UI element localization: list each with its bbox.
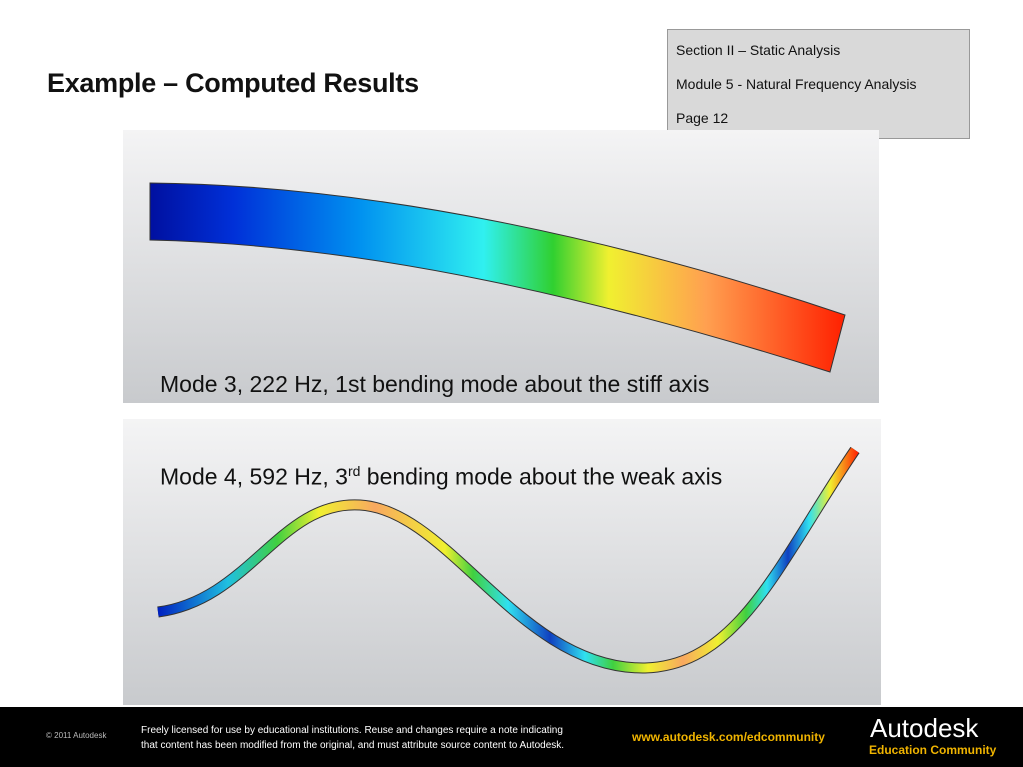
caption-text: Mode 4, 592 Hz, 3 [160,463,348,490]
mode-3-panel: Mode 3, 222 Hz, 1st bending mode about t… [123,130,879,403]
slide-title: Example – Computed Results [47,68,419,98]
caption: Mode 4, 592 Hz, 3rd bending mode about t… [160,463,722,491]
url[interactable]: www.autodesk.com/edcommunity [632,730,825,744]
brand-sub: Education Community [869,743,997,757]
caption: Mode 3, 222 Hz, 1st bending mode about t… [160,371,710,397]
caption-superscript: rd [347,463,361,479]
brand: Autodesk [870,713,979,743]
beam-plot [157,446,860,674]
caption-text: bending mode about the weak axis [360,463,723,490]
beam-plot [149,182,846,373]
mode-4-panel: Mode 4, 592 Hz, 3rd bending mode about t… [123,419,881,705]
copyright: © 2011 Autodesk [46,731,107,740]
beam-mode-3 [149,182,846,373]
license: Freely licensed for use by educational i… [141,723,564,753]
section-line: Module 5 - Natural Frequency Analysis [676,76,917,92]
license-line: Freely licensed for use by educational i… [141,725,563,736]
section-line: Section II – Static Analysis [676,42,841,58]
beam-mode-4 [157,447,859,673]
footer: © 2011 Autodesk Freely licensed for use … [0,707,1023,767]
license-line: that content has been modified from the … [141,740,565,751]
section-line: Page 12 [676,110,729,126]
section-box: Section II – Static Analysis Module 5 - … [667,29,970,139]
